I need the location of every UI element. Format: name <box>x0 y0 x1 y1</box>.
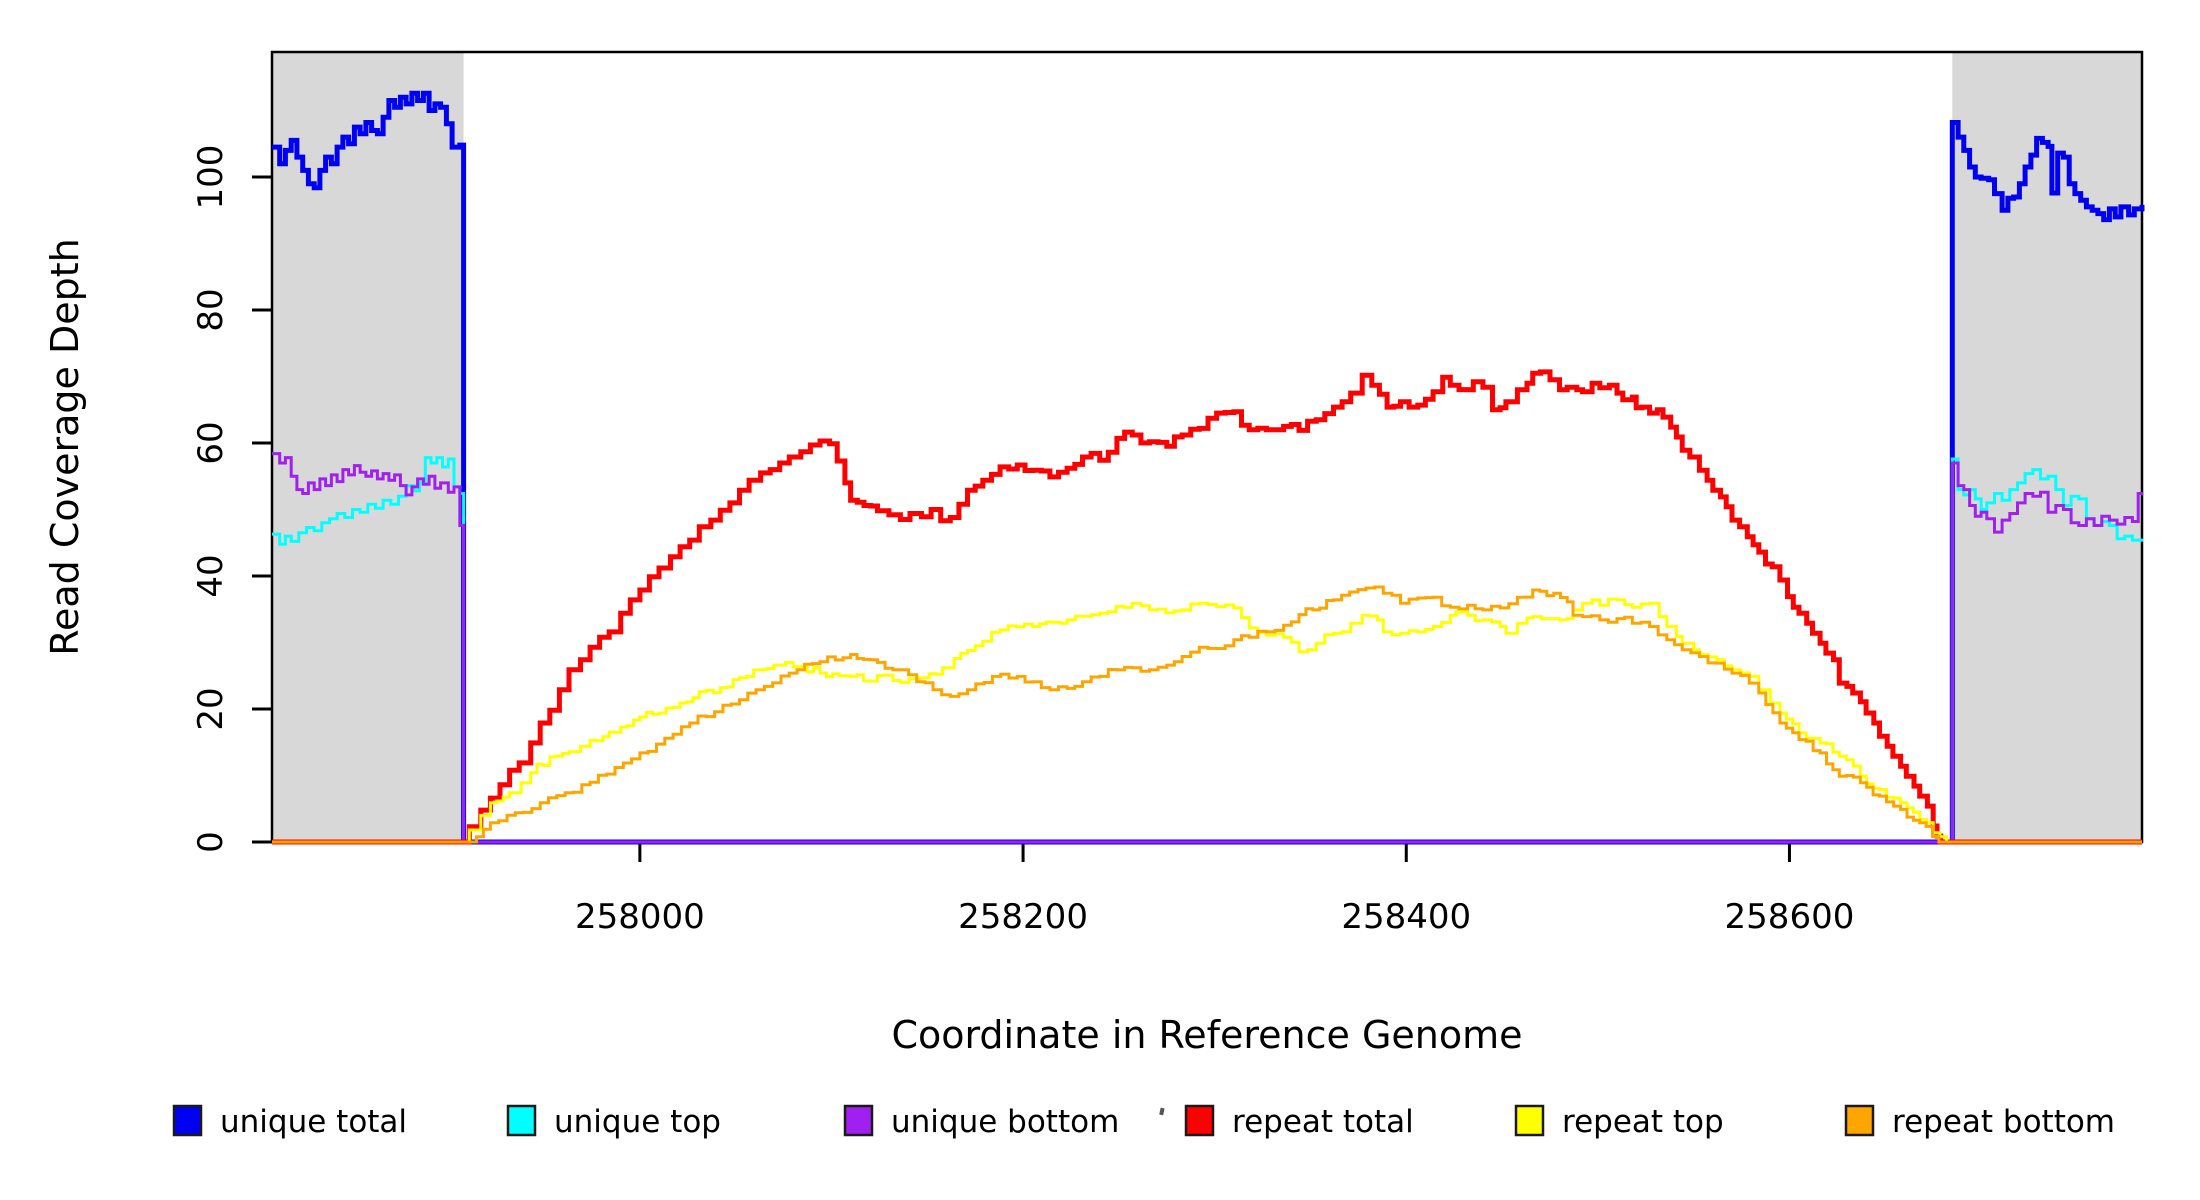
shaded-region-group <box>272 52 2142 842</box>
shaded-region-left-unique-flank <box>272 52 464 842</box>
x-axis-title: Coordinate in Reference Genome <box>891 1013 1522 1057</box>
series-line-repeat-bottom <box>272 585 2142 844</box>
x-tick-label: 258200 <box>958 897 1088 937</box>
x-tick-label: 258000 <box>575 897 705 937</box>
legend-swatch-repeat-bottom <box>1844 1104 1875 1137</box>
legend-swatch-unique-total <box>172 1104 203 1137</box>
series-line-repeat-top <box>272 597 2142 844</box>
x-tick-label: 258600 <box>1725 897 1855 937</box>
legend-swatch-repeat-top <box>1514 1104 1545 1137</box>
legend-item-unique-bottom: unique bottom <box>843 1104 1119 1140</box>
legend-label: repeat total <box>1232 1104 1414 1140</box>
y-tick-label: 100 <box>191 145 231 210</box>
legend-swatch-repeat-total <box>1184 1104 1215 1137</box>
legend-label: repeat top <box>1562 1104 1724 1140</box>
legend-swatch-unique-bottom <box>843 1104 874 1137</box>
series-line-unique-total <box>272 90 2145 845</box>
y-tick-label: 0 <box>191 831 231 853</box>
plot-border <box>270 50 2144 844</box>
legend-item-unique-total: unique total <box>172 1104 407 1140</box>
series-line-repeat-total <box>272 369 2142 845</box>
legend: unique total unique top unique bottom repea… <box>172 1104 2115 1140</box>
legend-item-repeat-top: repeat top <box>1514 1104 1724 1140</box>
shaded-region-right-unique-flank <box>1952 52 2142 842</box>
series-line-unique-top <box>272 456 2144 844</box>
legend-label: unique top <box>554 1104 721 1140</box>
y-tick-label: 40 <box>191 554 231 597</box>
y-tick-label: 80 <box>191 288 231 331</box>
y-tick-label: 20 <box>191 687 231 730</box>
series-group <box>272 90 2145 845</box>
series-line-unique-bottom <box>272 452 2144 844</box>
stray-mark <box>1159 1107 1165 1116</box>
legend-swatch-unique-top <box>506 1104 537 1137</box>
x-tick-label: 258400 <box>1341 897 1471 937</box>
legend-label: repeat bottom <box>1892 1104 2115 1140</box>
y-tick-label: 60 <box>191 421 231 464</box>
legend-label: unique bottom <box>891 1104 1119 1140</box>
legend-label: unique total <box>220 1104 407 1140</box>
legend-item-unique-top: unique top <box>506 1104 721 1140</box>
axis-tick-group: 258000 258200 258400 258600 0 20 40 60 80 100 <box>191 145 1854 937</box>
y-axis-title: Read Coverage Depth <box>43 238 87 655</box>
legend-item-repeat-total: repeat total <box>1184 1104 1414 1140</box>
legend-item-repeat-bottom: repeat bottom <box>1844 1104 2115 1140</box>
